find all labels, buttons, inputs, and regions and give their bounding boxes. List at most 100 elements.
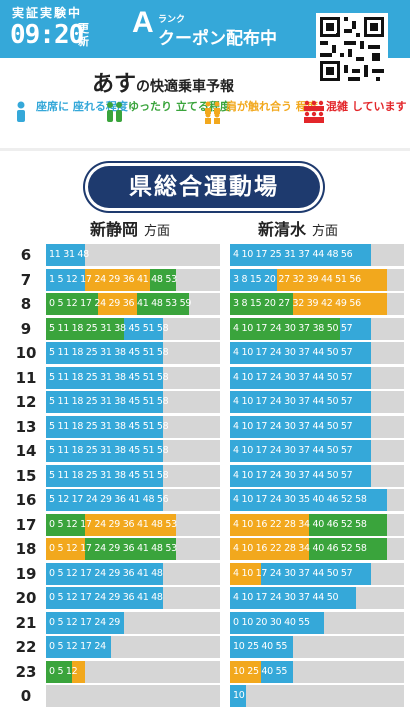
timetable-cell-shimizu: 4 10 17 24 30 37 44 50 57 bbox=[230, 562, 404, 585]
crowd-segment-orange bbox=[277, 268, 387, 291]
timetable-cell-shizuoka: 5 11 18 25 31 38 45 51 58 bbox=[46, 317, 220, 340]
direction-suffix: 方面 bbox=[312, 224, 339, 239]
divider bbox=[0, 148, 410, 151]
departure-minutes: 4 10 17 24 30 35 40 46 52 58 bbox=[233, 494, 367, 505]
crowd-segment-blue bbox=[46, 342, 163, 364]
hour-label: 0 bbox=[20, 687, 32, 705]
hour-label: 17 bbox=[15, 515, 37, 534]
crowd-segment-green bbox=[150, 268, 176, 291]
crowd-segment-green bbox=[46, 317, 124, 340]
departure-minutes: 5 11 18 25 31 38 45 51 58 bbox=[49, 371, 169, 383]
crowd-segment-blue bbox=[230, 366, 372, 389]
group-people-icon bbox=[205, 101, 220, 124]
crowd-segment-orange bbox=[230, 562, 262, 585]
crowd-segment-blue bbox=[46, 244, 85, 266]
timetable-cell-shizuoka: 5 12 17 24 29 36 41 48 56 bbox=[46, 489, 220, 511]
coupon-link[interactable]: A ランク クーポン配布中 bbox=[98, 6, 308, 49]
crowd-segment-blue bbox=[230, 464, 372, 487]
legend-item-seated: 座席に 座れる程度 bbox=[14, 98, 128, 138]
crowd-segment-green bbox=[46, 293, 98, 315]
timetable-cell-shimizu: 4 10 17 25 31 37 44 48 56 bbox=[230, 244, 404, 266]
departure-minutes: 5 11 18 25 31 38 45 51 58 bbox=[49, 420, 169, 432]
timetable-cell-shizuoka: 5 11 18 25 31 38 45 51 58 bbox=[46, 464, 220, 487]
crowd-segment-green bbox=[308, 538, 387, 560]
timetable-cell-shizuoka: 0 5 12 17 24 bbox=[46, 636, 220, 658]
coupon-rank-letter: A bbox=[132, 6, 154, 39]
legend-item-shoulder: 肩が触れ合う 程度 bbox=[204, 98, 318, 138]
hour-label: 15 bbox=[15, 466, 37, 485]
departure-minutes: 5 11 18 25 31 38 45 51 58 bbox=[49, 445, 169, 456]
departure-minutes: 4 10 17 24 30 37 44 50 57 bbox=[233, 445, 353, 456]
timetable-cell-shizuoka: 0 5 12 17 24 29 bbox=[46, 611, 220, 634]
timetable-cell-shizuoka: 0 5 12 bbox=[46, 660, 220, 683]
timetable-cell-shimizu: 4 10 17 24 30 37 44 50 57 bbox=[230, 366, 404, 389]
direction-name: 新静岡 bbox=[90, 220, 139, 239]
timetable-cell-shimizu: 0 10 20 30 40 55 bbox=[230, 611, 404, 634]
timetable-cell-shizuoka: 5 11 18 25 31 38 45 51 58 bbox=[46, 366, 220, 389]
crowd-segment-orange bbox=[230, 660, 262, 683]
crowd-segment-blue bbox=[230, 268, 278, 291]
departure-minutes: 3 8 15 20 27 32 39 44 51 56 bbox=[233, 273, 361, 285]
departure-minutes: 0 10 20 30 40 55 bbox=[233, 616, 310, 628]
coupon-rank-label: ランク bbox=[158, 15, 186, 25]
timetable-cell-shimizu: 10 bbox=[230, 685, 404, 707]
departure-minutes: 11 31 48 bbox=[49, 249, 89, 260]
crowd-segment-orange bbox=[85, 268, 150, 291]
departure-minutes: 4 10 17 24 30 37 44 50 57 bbox=[233, 371, 353, 383]
timetable-cell-shizuoka: 0 5 12 17 24 29 36 41 48 53 59 bbox=[46, 293, 220, 315]
timetable-cell-shimizu: 4 10 17 24 30 37 44 50 57 bbox=[230, 440, 404, 462]
hour-label: 8 bbox=[20, 295, 32, 313]
timetable-cell-shimizu: 3 8 15 20 27 32 39 42 49 56 bbox=[230, 293, 404, 315]
crowd-segment-green bbox=[230, 317, 340, 340]
timetable-cell-shimizu: 4 10 17 24 30 37 44 50 bbox=[230, 587, 404, 609]
crowd-segment-green bbox=[230, 293, 293, 315]
timetable-cell-shizuoka: 0 5 12 17 24 29 36 41 48 53 bbox=[46, 538, 220, 560]
crowd-segment-blue bbox=[46, 636, 111, 658]
departure-minutes: 0 5 12 17 24 29 36 41 48 bbox=[49, 567, 163, 579]
timetable-cell-shizuoka: 0 5 12 17 24 29 36 41 48 bbox=[46, 562, 220, 585]
hour-label: 23 bbox=[15, 662, 37, 681]
hour-label: 7 bbox=[20, 270, 32, 289]
timetable-cell-shizuoka: 1 5 12 17 24 29 36 41 48 53 bbox=[46, 268, 220, 291]
hour-label: 18 bbox=[15, 540, 37, 558]
direction-name: 新清水 bbox=[258, 220, 307, 239]
departure-minutes: 1 5 12 17 24 29 36 41 48 53 bbox=[49, 273, 177, 285]
crowd-segment-blue bbox=[230, 342, 372, 364]
timetable-cell-shizuoka: 0 5 12 17 24 29 36 41 48 53 bbox=[46, 513, 220, 536]
departure-minutes: 0 5 12 17 24 29 36 41 48 53 59 bbox=[49, 298, 192, 309]
departure-minutes: 4 10 17 24 30 37 44 50 57 bbox=[233, 347, 353, 358]
departure-minutes: 0 5 12 bbox=[49, 665, 78, 677]
timetable-cell-shizuoka bbox=[46, 685, 220, 707]
crowd-segment-blue bbox=[46, 611, 124, 634]
direction-shizuoka: 新静岡 方面 bbox=[90, 216, 170, 240]
timetable-cell-shimizu: 4 10 16 22 28 34 40 46 52 58 bbox=[230, 513, 404, 536]
departure-minutes: 5 11 18 25 31 38 45 51 58 bbox=[49, 469, 169, 481]
departure-minutes: 0 5 12 17 24 29 bbox=[49, 616, 121, 628]
departure-minutes: 10 bbox=[233, 690, 245, 701]
title-rest: の快適乗車予報 bbox=[136, 79, 235, 95]
crowd-segment-blue bbox=[230, 611, 325, 634]
crowd-segment-blue bbox=[230, 415, 372, 438]
departure-minutes: 4 10 17 24 30 37 44 50 57 bbox=[233, 567, 353, 579]
timetable-cell-shizuoka: 5 11 18 25 31 38 45 51 58 bbox=[46, 415, 220, 438]
qr-code-icon bbox=[320, 17, 384, 81]
timetable-cell-shimizu: 10 25 40 55 bbox=[230, 636, 404, 658]
hour-label: 11 bbox=[15, 368, 37, 387]
crowd-segment-blue bbox=[46, 391, 163, 413]
hour-label: 19 bbox=[15, 564, 37, 583]
timetable-cell-shimizu: 4 10 16 22 28 34 40 46 52 58 bbox=[230, 538, 404, 560]
timetable-cell-shizuoka: 5 11 18 25 31 38 45 51 58 bbox=[46, 440, 220, 462]
crowd-segment-blue bbox=[46, 440, 163, 462]
forecast-title: あすの快適乗車予報 bbox=[92, 66, 234, 98]
timetable-cell-shimizu: 3 8 15 20 27 32 39 44 51 56 bbox=[230, 268, 404, 291]
departure-minutes: 4 10 17 24 30 37 44 50 57 bbox=[233, 396, 353, 407]
legend-item-crowded: 混雑 しています bbox=[304, 98, 407, 138]
qr-code[interactable] bbox=[316, 13, 388, 85]
departure-minutes: 5 11 18 25 31 38 45 51 58 bbox=[49, 347, 169, 358]
direction-suffix: 方面 bbox=[144, 224, 171, 239]
crowd-segment-blue bbox=[46, 415, 163, 438]
legend-label-crowded: 混雑 しています bbox=[326, 100, 407, 113]
timetable-cell-shimizu: 10 25 40 55 bbox=[230, 660, 404, 683]
hour-label: 22 bbox=[15, 638, 37, 656]
timetable-cell-shimizu: 4 10 17 24 30 37 44 50 57 bbox=[230, 464, 404, 487]
